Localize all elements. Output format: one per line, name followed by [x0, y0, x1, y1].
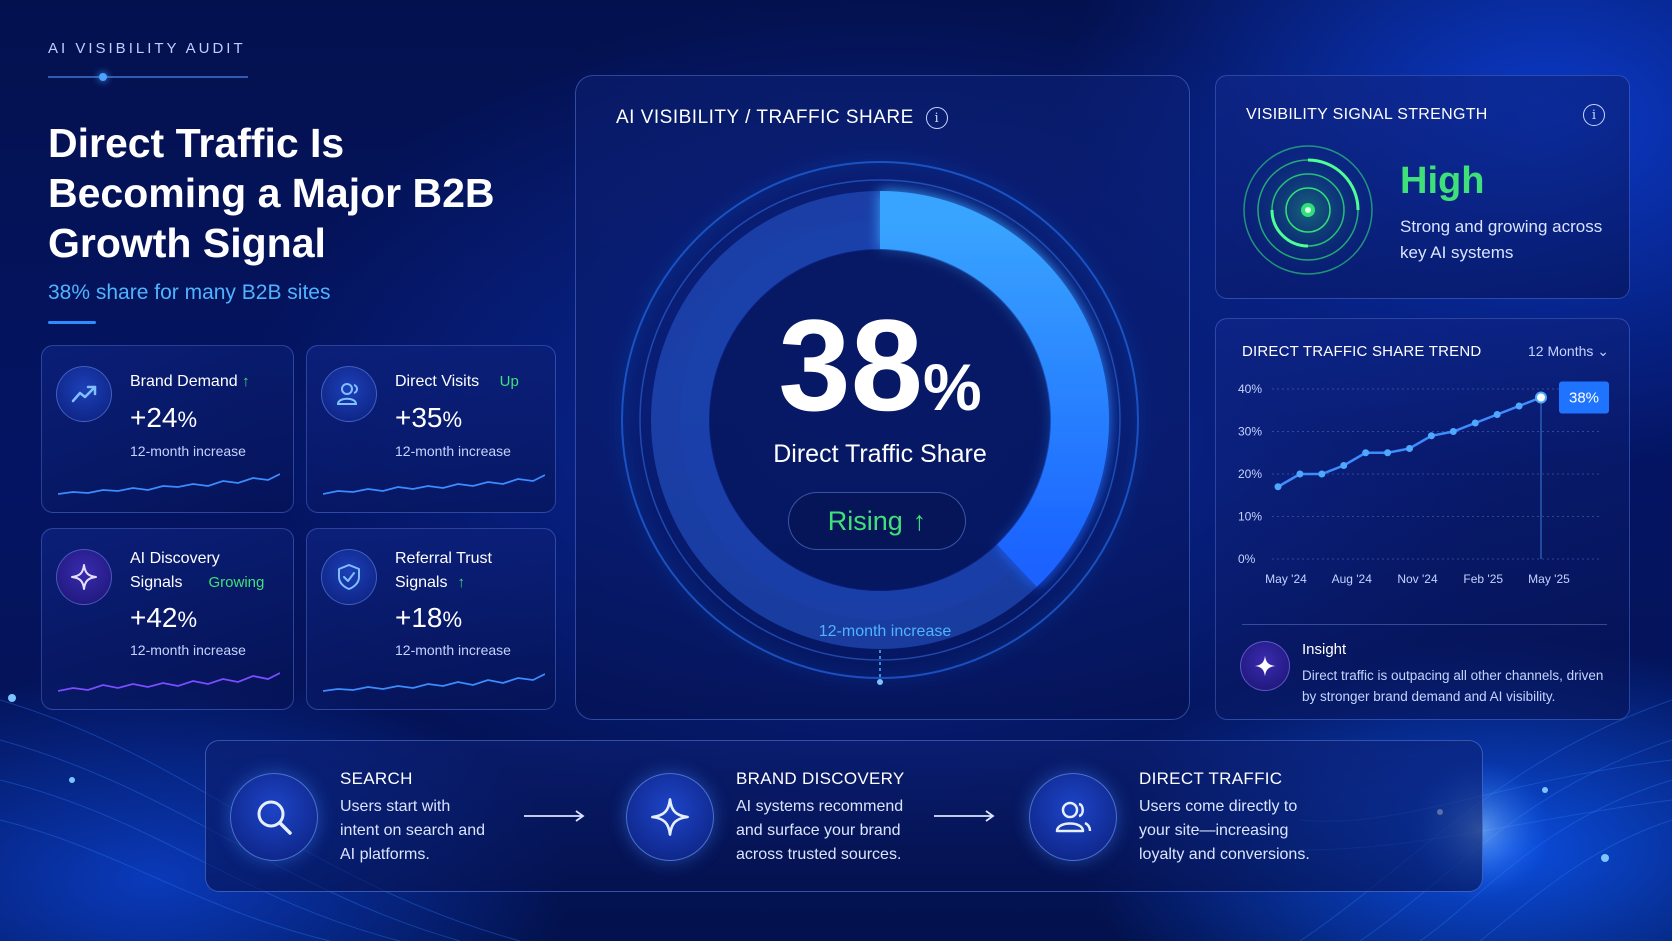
radar-icon: [1242, 144, 1374, 276]
trend-title: DIRECT TRAFFIC SHARE TREND: [1242, 343, 1482, 360]
metric-value: +35%: [395, 402, 463, 433]
trend-data-point: [1318, 470, 1326, 478]
trend-series-line: [1277, 396, 1542, 488]
trend-data-point: [1384, 449, 1392, 457]
metric-note: 12-month increase: [395, 443, 511, 459]
up-arrow-icon: ↑: [912, 505, 927, 536]
trend-x-tick-label: May '24: [1265, 572, 1307, 586]
flow-step-text: Users come directly to your site—increas…: [1139, 798, 1310, 863]
traffic-share-label: Direct Traffic Share: [773, 440, 987, 468]
trend-y-tick-label: 0%: [1238, 552, 1256, 566]
subtitle-divider: [48, 321, 96, 324]
shield-icon: [321, 549, 377, 605]
trend-data-point: [1471, 419, 1479, 427]
trend-divider: [1242, 624, 1607, 625]
trend-data-point: [1535, 391, 1547, 404]
metric-card-referral-trust: Referral Trust Signals ↑ +18% 12-month in…: [306, 528, 556, 710]
metric-value: +18%: [395, 602, 463, 633]
eyebrow-divider: [48, 76, 248, 78]
trend-chart: 0% 10% 20% 30% 40% May '24 Aug '24 Nov '24 Feb …: [1238, 381, 1609, 586]
search-icon: [230, 773, 318, 861]
trend-up-icon: [56, 366, 112, 422]
flow-step-title: BRAND DISCOVERY: [736, 769, 905, 788]
rising-badge: Rising ↑: [788, 492, 966, 550]
metric-value: +24%: [130, 402, 198, 433]
trend-highlight-badge: [1559, 381, 1609, 414]
metric-status: Up: [499, 373, 519, 390]
trend-panel: DIRECT TRAFFIC SHARE TREND 12 Months ⌄ 0…: [1215, 318, 1630, 720]
arrow-right-icon: [934, 810, 995, 822]
trend-data-point: [1362, 449, 1370, 457]
signal-strength-description: Strong and growing across key AI systems: [1400, 217, 1603, 262]
signal-strength-panel: VISIBILITY SIGNAL STRENGTH i High Strong…: [1215, 75, 1630, 299]
metric-status: Growing: [208, 574, 265, 591]
metric-label: Direct Visits Up: [395, 373, 519, 390]
trend-data-point: [1296, 470, 1304, 478]
arrow-right-icon: [524, 810, 585, 822]
metric-note: 12-month increase: [130, 642, 246, 658]
metric-sparkline: [323, 673, 545, 692]
metric-label: AI Discovery Signals Growing: [130, 550, 265, 591]
metric-card-brand-demand: Brand Demand ↑ +24% 12-month increase: [41, 345, 294, 513]
up-arrow-icon: ↑: [242, 373, 250, 390]
flow-step-text: Users start with intent on search and AI…: [340, 798, 485, 863]
chevron-down-icon: ⌄: [1597, 343, 1609, 359]
trend-x-tick-label: Feb '25: [1463, 572, 1503, 586]
flow-step-title: DIRECT TRAFFIC: [1139, 769, 1283, 788]
trend-data-point: [1427, 432, 1435, 440]
trend-y-tick-label: 40%: [1238, 382, 1262, 396]
trend-highlight-label: 38%: [1569, 390, 1599, 407]
insight-title: Insight: [1302, 641, 1347, 658]
trend-y-tick-label: 30%: [1238, 425, 1262, 439]
traffic-share-title: AI VISIBILITY / TRAFFIC SHARE i: [616, 107, 948, 129]
trend-data-point: [1515, 402, 1523, 410]
eyebrow-label: AI VISIBILITY AUDIT: [48, 40, 246, 57]
metric-sparkline: [58, 473, 280, 495]
up-arrow-icon: ↑: [457, 574, 465, 591]
trend-x-tick-label: May '25: [1528, 572, 1570, 586]
signal-strength-value: High: [1400, 160, 1485, 202]
trend-data-point: [1449, 428, 1457, 435]
metric-card-ai-discovery: AI Discovery Signals Growing +42% 12-mont…: [41, 528, 294, 710]
user-icon: [321, 366, 377, 422]
info-icon[interactable]: i: [1583, 104, 1605, 126]
insight-text: Direct traffic is outpacing all other ch…: [1302, 668, 1604, 704]
traffic-share-value: 38%: [778, 292, 982, 438]
metric-card-direct-visits: Direct Visits Up +35% 12-month increase: [306, 345, 556, 513]
trend-data-point: [1406, 445, 1413, 452]
sparkle-icon: [626, 773, 714, 861]
metric-sparkline: [323, 474, 545, 495]
trend-y-tick-label: 20%: [1238, 467, 1262, 481]
metric-sparkline: [58, 672, 280, 692]
trend-data-point: [1274, 483, 1282, 491]
metric-note: 12-month increase: [130, 443, 246, 459]
page-subtitle: 38% share for many B2B sites: [48, 281, 331, 304]
flow-panel: SEARCH Users start with intent on search…: [205, 740, 1483, 892]
trend-data-point: [1340, 462, 1348, 469]
trend-x-tick-label: Nov '24: [1397, 572, 1438, 586]
sparkle-icon: [56, 549, 112, 605]
metric-value: +42%: [130, 602, 198, 633]
trend-x-tick-label: Aug '24: [1332, 572, 1373, 586]
range-select[interactable]: 12 Months ⌄: [1528, 343, 1609, 359]
trend-y-tick-label: 10%: [1238, 510, 1262, 524]
ring-note: 12-month increase: [818, 623, 952, 640]
eyebrow-dot: [99, 73, 107, 81]
trend-data-point: [1493, 411, 1501, 418]
metric-label: Referral Trust Signals ↑: [395, 550, 492, 591]
metric-note: 12-month increase: [395, 642, 511, 658]
page-title: Direct Traffic Is Becoming a Major B2B G…: [48, 120, 495, 266]
signal-strength-title: VISIBILITY SIGNAL STRENGTH: [1246, 106, 1488, 123]
flow-step-text: AI systems recommend and surface your br…: [736, 798, 904, 863]
info-icon[interactable]: i: [925, 107, 948, 129]
sparkle-icon: [1240, 641, 1290, 691]
metric-label: Brand Demand ↑: [130, 373, 250, 390]
users-icon: [1029, 773, 1117, 861]
flow-step-title: SEARCH: [340, 769, 413, 788]
